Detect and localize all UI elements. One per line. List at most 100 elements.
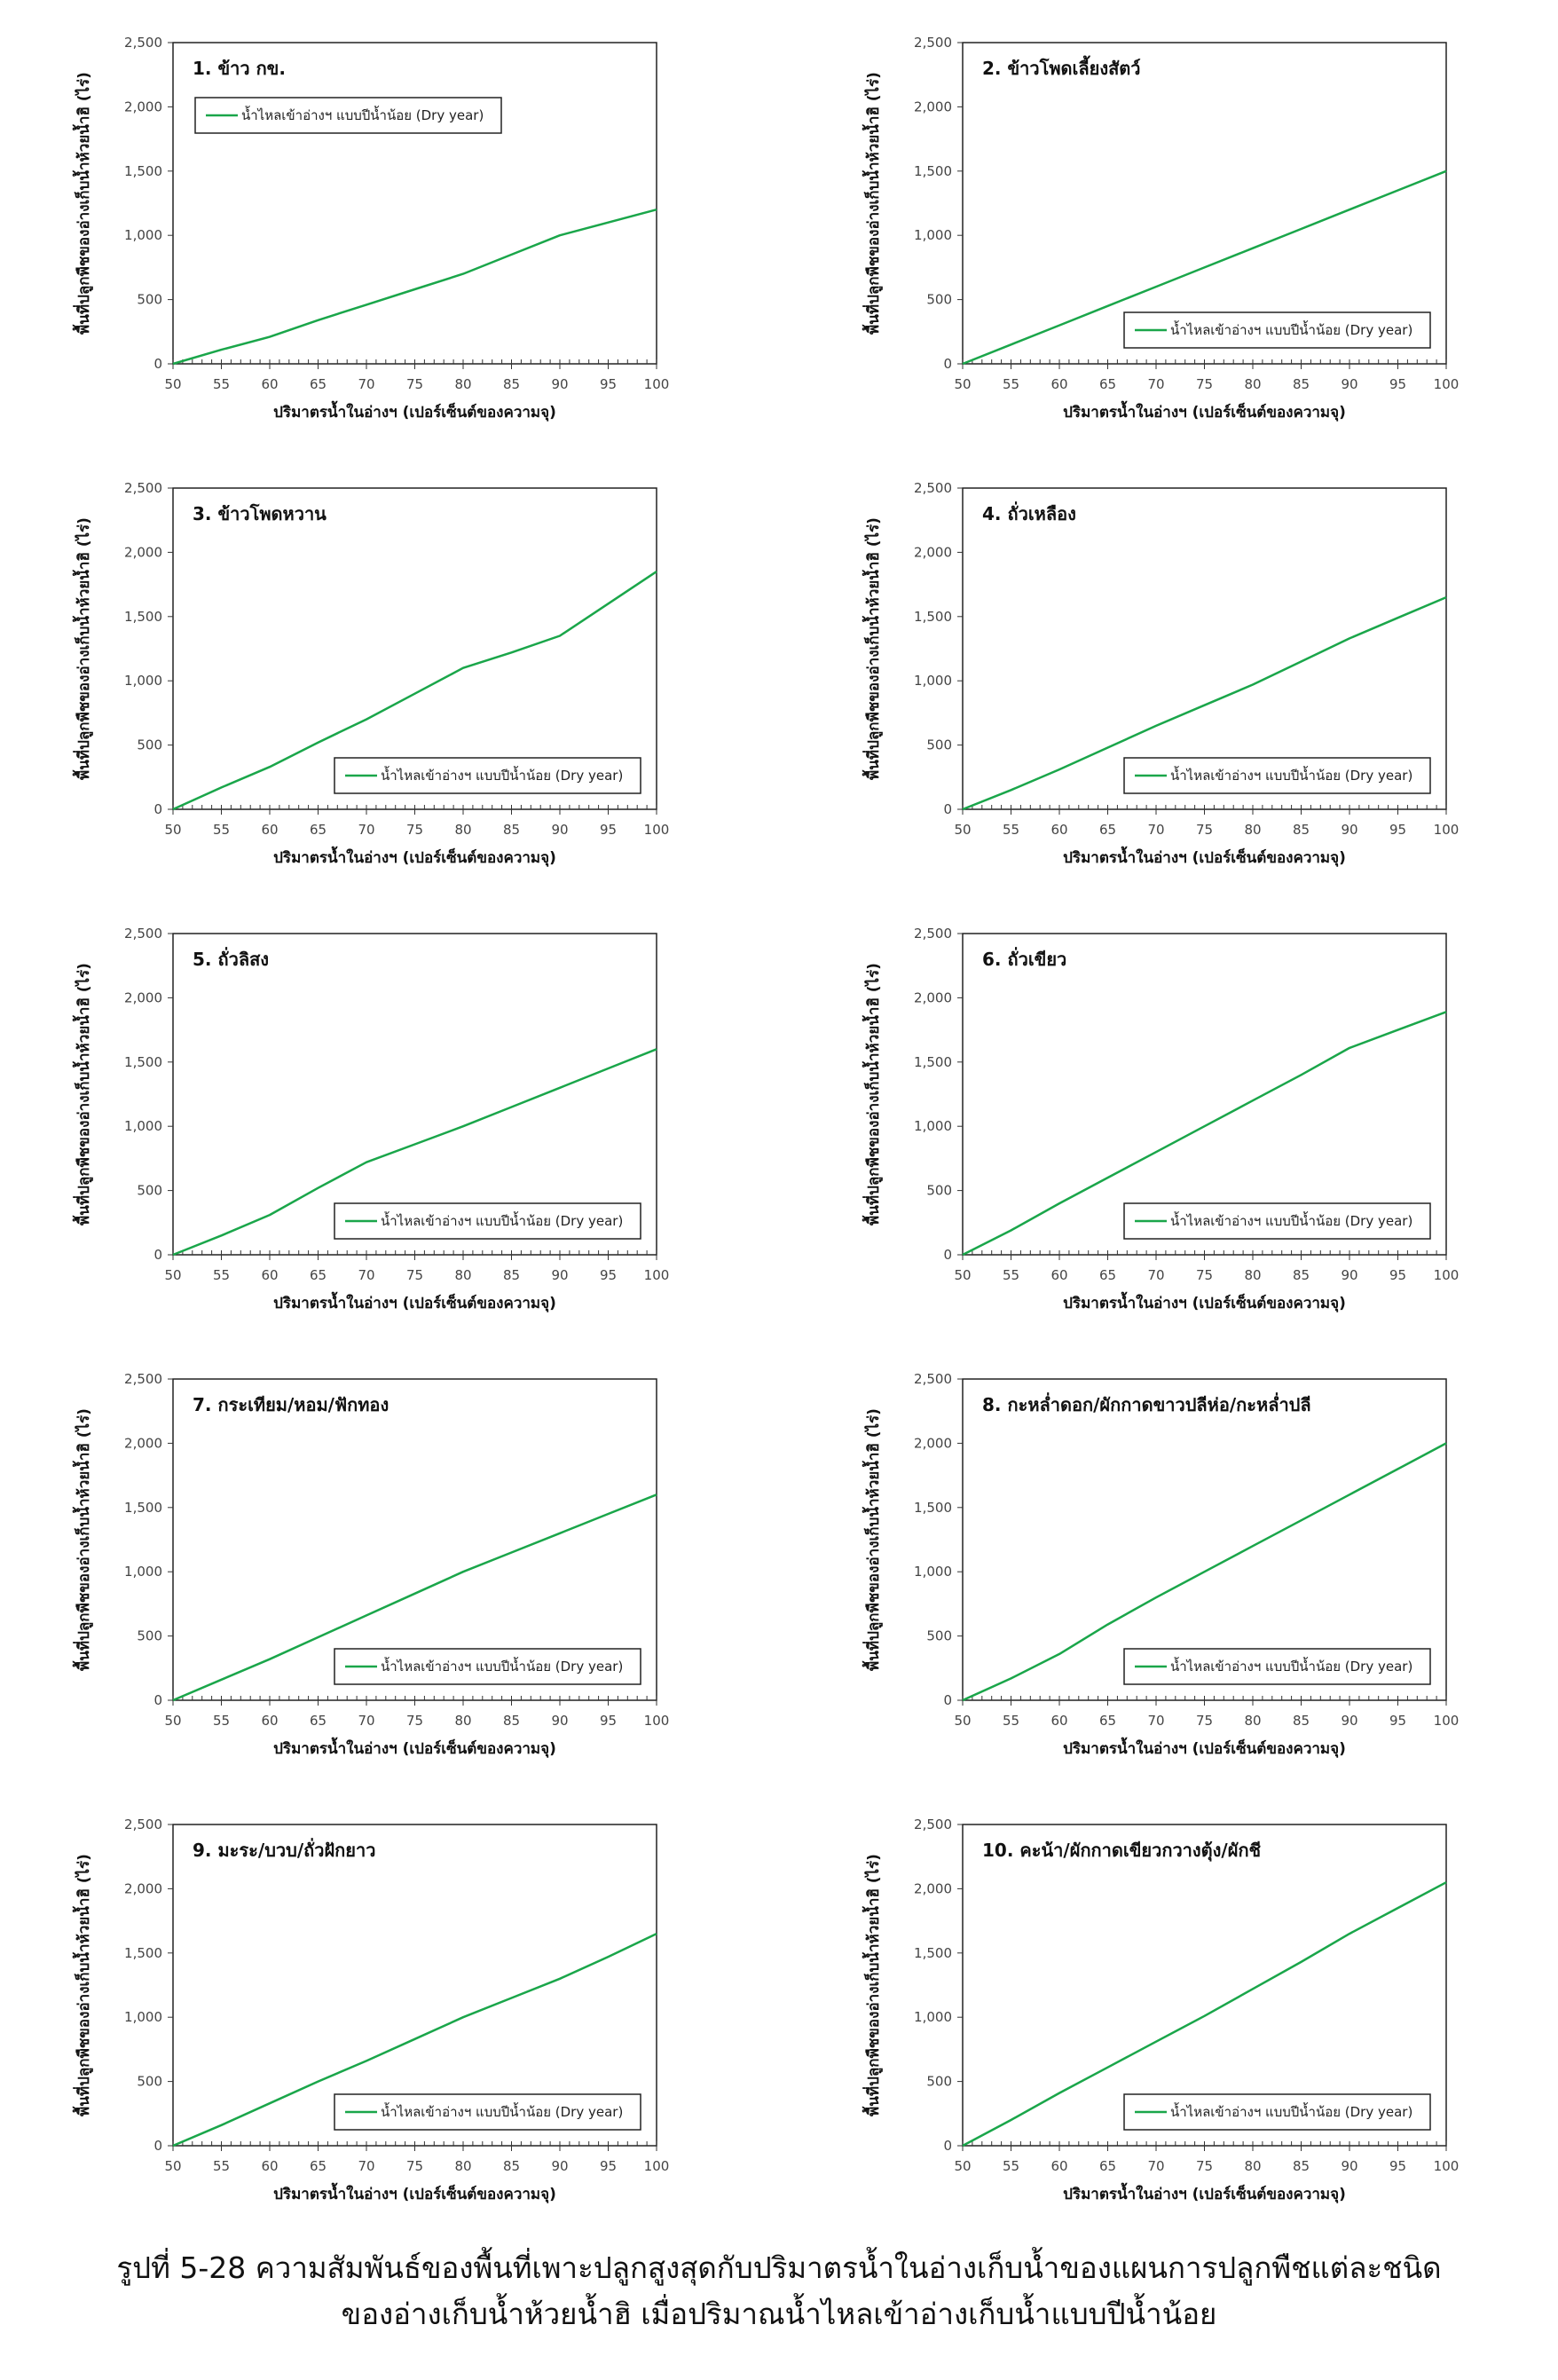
x-tick-label: 95 <box>1389 376 1406 392</box>
x-tick-label: 60 <box>261 2158 278 2174</box>
x-tick-label: 50 <box>954 1267 971 1283</box>
legend-box <box>334 2093 641 2131</box>
legend-box <box>1123 311 1431 349</box>
x-tick-label: 55 <box>1003 2158 1019 2174</box>
legend: น้ำไหลเข้าอ่างฯ แบบปีน้ำน้อย (Dry year) <box>1123 1202 1431 1240</box>
y-axis-title: พื้นที่ปลูกพืชของอ่างเก็บน้ำห้วยน้ำฮิ (ไ… <box>72 72 94 335</box>
legend-label: น้ำไหลเข้าอ่างฯ แบบปีน้ำน้อย (Dry year) <box>1170 1657 1412 1675</box>
y-tick-label: 0 <box>153 1247 162 1263</box>
chart-svg-3: 50 55 60 65 70 75 80 85 90 95 100 0 500 1,000 1,500 2,0… <box>72 480 670 867</box>
x-tick-label: 65 <box>1099 376 1116 392</box>
y-tick-label: 2,000 <box>124 1435 162 1451</box>
x-tick-label: 90 <box>1341 1267 1357 1283</box>
y-tick-label: 0 <box>943 801 952 817</box>
y-tick-label: 0 <box>943 1692 952 1708</box>
x-tick-label: 50 <box>164 376 181 392</box>
y-tick-label: 1,000 <box>914 1564 952 1580</box>
x-tick-label: 85 <box>1293 822 1310 838</box>
x-tick-label: 65 <box>1099 1267 1116 1283</box>
y-tick-label: 1,000 <box>914 1118 952 1134</box>
x-tick-label: 90 <box>551 376 568 392</box>
y-tick-label: 2,000 <box>124 989 162 1005</box>
x-axis-title: ปริมาตรน้ำในอ่างฯ (เปอร์เซ็นต์ของความจุ) <box>1063 846 1346 867</box>
y-tick-label: 1,500 <box>914 609 952 625</box>
x-tick-label: 75 <box>406 1267 423 1283</box>
y-tick-label: 0 <box>153 356 162 372</box>
y-tick-label: 500 <box>926 1183 952 1199</box>
chart-panel-10: 50 55 60 65 70 75 80 85 90 95 100 0 500 1,000 1,500 2,0… <box>807 1800 1558 2243</box>
x-tick-label: 70 <box>1147 2158 1164 2174</box>
y-tick-label: 500 <box>926 292 952 308</box>
x-tick-label: 65 <box>1099 1713 1116 1729</box>
legend: น้ำไหลเข้าอ่างฯ แบบปีน้ำน้อย (Dry year) <box>334 2093 641 2131</box>
chart-title: 9. มะระ/บวบ/ถั่วฝักยาว <box>193 1837 375 1861</box>
legend-label: น้ำไหลเข้าอ่างฯ แบบปีน้ำน้อย (Dry year) <box>381 766 623 784</box>
plot-area <box>172 1378 657 1701</box>
x-tick-label: 100 <box>644 1713 670 1729</box>
x-tick-label: 85 <box>503 2158 520 2174</box>
x-axis-title: ปริมาตรน้ำในอ่างฯ (เปอร์เซ็นต์ของความจุ) <box>273 2182 556 2203</box>
x-tick-label: 95 <box>1389 822 1406 838</box>
legend-label: น้ำไหลเข้าอ่างฯ แบบปีน้ำน้อย (Dry year) <box>381 2102 623 2120</box>
charts-grid: 50 55 60 65 70 75 80 85 90 95 100 0 500 1,000 1,500 2,0… <box>18 35 1459 2203</box>
x-tick-label: 90 <box>1341 822 1357 838</box>
legend: น้ำไหลเข้าอ่างฯ แบบปีน้ำน้อย (Dry year) <box>334 1648 641 1685</box>
x-tick-label: 65 <box>310 1713 327 1729</box>
x-tick-label: 75 <box>1196 2158 1213 2174</box>
y-tick-label: 2,000 <box>124 99 162 114</box>
x-tick-label: 65 <box>310 822 327 838</box>
legend-box <box>334 1202 641 1240</box>
y-tick-label: 0 <box>153 1692 162 1708</box>
legend-box <box>1123 1648 1431 1685</box>
x-axis-title: ปริมาตรน้ำในอ่างฯ (เปอร์เซ็นต์ของความจุ) <box>273 846 556 867</box>
y-tick-label: 1,500 <box>124 609 162 625</box>
y-tick-label: 1,500 <box>124 1945 162 1961</box>
x-tick-label: 50 <box>954 1713 971 1729</box>
x-tick-label: 80 <box>454 2158 471 2174</box>
y-tick-label: 1,000 <box>124 1118 162 1134</box>
y-tick-label: 1,500 <box>914 1054 952 1070</box>
y-tick-label: 2,000 <box>914 544 952 560</box>
x-tick-label: 100 <box>644 822 670 838</box>
x-axis-title: ปริมาตรน้ำในอ่างฯ (เปอร์เซ็นต์ของความจุ) <box>273 1291 556 1312</box>
legend-box <box>1123 2093 1431 2131</box>
x-tick-label: 75 <box>1196 1713 1213 1729</box>
x-tick-label: 95 <box>600 1713 617 1729</box>
y-tick-label: 2,500 <box>914 35 952 51</box>
x-axis-title: ปริมาตรน้ำในอ่างฯ (เปอร์เซ็นต์ของความจุ) <box>1063 2182 1346 2203</box>
x-tick-label: 100 <box>644 2158 670 2174</box>
x-tick-label: 100 <box>1434 2158 1460 2174</box>
x-tick-label: 85 <box>1293 2158 1310 2174</box>
y-tick-label: 2,500 <box>124 35 162 51</box>
x-tick-label: 70 <box>358 2158 374 2174</box>
x-tick-label: 60 <box>1050 822 1067 838</box>
caption-line-1: รูปที่ 5-28 ความสัมพันธ์ของพื้นที่เพาะปล… <box>116 2250 1442 2285</box>
series-line <box>962 1011 1447 1257</box>
chart-svg-4: 50 55 60 65 70 75 80 85 90 95 100 0 500 1,000 1,500 2,0… <box>862 480 1459 867</box>
y-tick-label: 2,000 <box>914 989 952 1005</box>
caption-line-2: ของอ่างเก็บน้ำห้วยน้ำฮิ เมื่อปริมาณน้ำไห… <box>341 2297 1217 2331</box>
x-tick-label: 60 <box>1050 1267 1067 1283</box>
x-tick-label: 55 <box>1003 1267 1019 1283</box>
x-tick-label: 55 <box>1003 376 1019 392</box>
chart-panel-7: 50 55 60 65 70 75 80 85 90 95 100 0 500 1,000 1,500 2,0… <box>18 1354 790 1798</box>
x-tick-label: 90 <box>551 1267 568 1283</box>
plot-area <box>172 487 657 810</box>
chart-title: 10. คะน้า/ผักกาดเขียวกวางตุ้ง/ผักชี <box>982 1840 1262 1862</box>
plot-area <box>962 487 1447 810</box>
x-tick-label: 85 <box>503 822 520 838</box>
x-tick-label: 60 <box>1050 2158 1067 2174</box>
legend-label: น้ำไหลเข้าอ่างฯ แบบปีน้ำน้อย (Dry year) <box>241 106 484 123</box>
x-tick-label: 55 <box>213 2158 230 2174</box>
y-axis-title: พื้นที่ปลูกพืชของอ่างเก็บน้ำห้วยน้ำฮิ (ไ… <box>72 517 94 780</box>
x-tick-label: 70 <box>1147 1713 1164 1729</box>
x-tick-label: 95 <box>1389 1267 1406 1283</box>
x-tick-label: 70 <box>358 1713 374 1729</box>
x-tick-label: 85 <box>503 376 520 392</box>
x-tick-label: 95 <box>1389 2158 1406 2174</box>
y-axis-title: พื้นที่ปลูกพืชของอ่างเก็บน้ำห้วยน้ำฮิ (ไ… <box>862 72 884 335</box>
series-line <box>172 1493 657 1702</box>
x-axis-title: ปริมาตรน้ำในอ่างฯ (เปอร์เซ็นต์ของความจุ) <box>273 1737 556 1758</box>
x-tick-label: 60 <box>261 822 278 838</box>
chart-title: 1. ข้าว กข. <box>193 58 286 79</box>
